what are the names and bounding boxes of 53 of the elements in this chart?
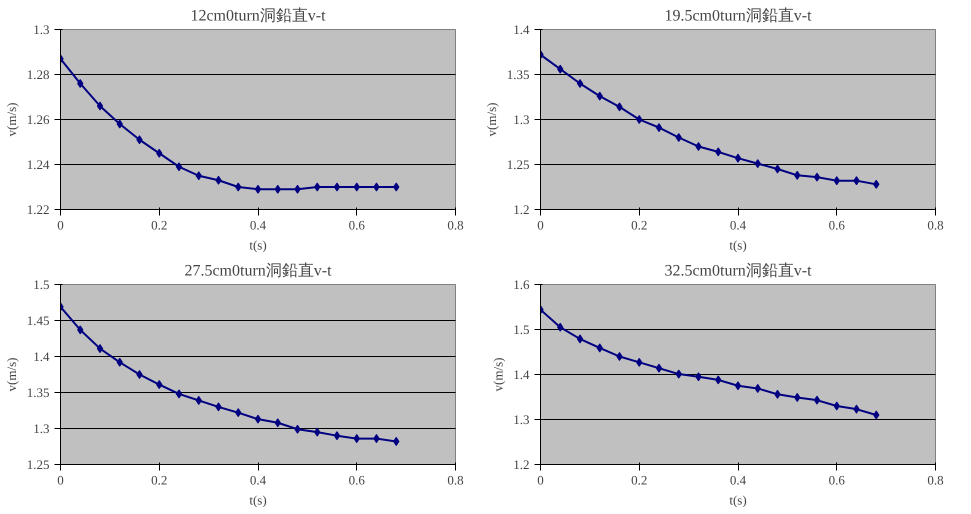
y-tick-label: 1.35 [26,385,50,400]
x-tick-label: 0.4 [730,472,747,488]
x-tick-label: 0.2 [151,218,168,232]
x-tick-label: 0.8 [447,218,464,232]
x-tick-label: 0 [537,218,544,232]
x-tick-label: 0.6 [828,472,846,488]
x-tick-label: 0.6 [348,218,366,232]
y-tick-label: 1.24 [26,157,50,172]
y-tick-label: 1.2 [513,202,530,217]
y-tick-label: 1.6 [513,277,530,292]
x-tick-label: 0.4 [730,218,747,232]
y-tick-label: 1.2 [513,457,530,472]
chart-title: 27.5cm0turn洞鉛直v-t [184,262,332,280]
y-tick-label: 1.3 [513,112,530,127]
y-tick-label: 1.35 [506,67,530,82]
x-tick-label: 0.2 [631,218,648,232]
chart-title: 12cm0turn洞鉛直v-t [190,6,326,24]
x-tick-label: 0 [57,472,64,488]
y-axis-title: v(m/s) [490,358,506,392]
y-tick-label: 1.25 [26,457,50,472]
x-tick-label: 0.6 [348,472,366,488]
y-tick-label: 1.5 [513,322,530,337]
x-tick-label: 0.8 [447,472,464,488]
y-tick-label: 1.4 [513,22,530,37]
y-axis-title: v(m/s) [4,102,19,136]
x-tick-label: 0.4 [250,218,267,232]
y-tick-label: 1.5 [33,277,50,292]
y-tick-label: 1.4 [33,349,50,364]
y-tick-label: 1.45 [26,313,50,328]
x-axis-title: t(s) [249,492,267,508]
x-axis-title: t(s) [729,492,747,508]
y-tick-label: 1.25 [506,157,530,172]
chart-title: 32.5cm0turn洞鉛直v-t [664,262,812,280]
chart-title: 19.5cm0turn洞鉛直v-t [664,6,812,24]
x-tick-label: 0.2 [151,472,168,488]
x-tick-label: 0.8 [927,472,944,488]
y-tick-label: 1.26 [26,112,50,127]
x-tick-label: 0.4 [250,472,267,488]
x-tick-label: 0 [537,472,544,488]
x-tick-label: 0.8 [927,218,944,232]
y-tick-label: 1.22 [26,202,50,217]
y-tick-label: 1.3 [513,412,530,427]
y-axis-title: v(m/s) [4,358,19,392]
x-tick-label: 0 [57,218,64,232]
y-axis-title: v(m/s) [484,102,499,136]
y-tick-label: 1.3 [33,22,50,37]
x-tick-label: 0.6 [828,218,846,232]
x-tick-label: 0.2 [631,472,648,488]
y-tick-label: 1.28 [26,67,50,82]
y-tick-label: 1.4 [513,367,530,382]
y-tick-label: 1.3 [33,421,50,436]
x-axis-title: t(s) [249,238,267,252]
x-axis-title: t(s) [729,238,747,252]
